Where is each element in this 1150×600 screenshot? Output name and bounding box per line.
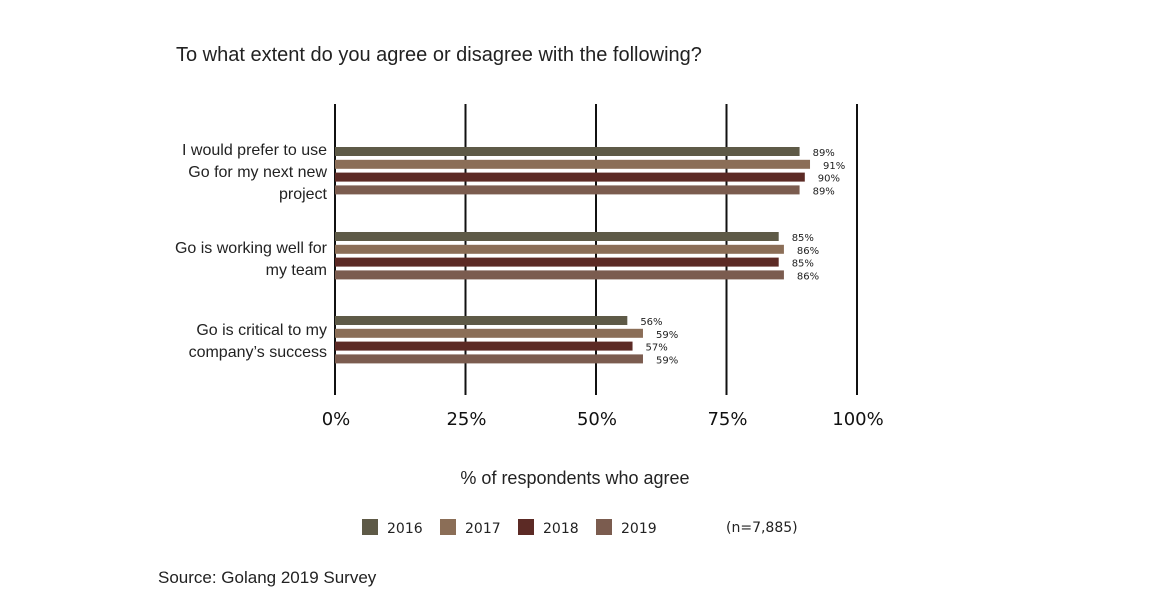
value-label: 89% [813, 148, 835, 159]
legend-label: 2016 [387, 521, 423, 537]
bar [335, 316, 628, 325]
category-label: Go is working well for my team [175, 240, 328, 279]
value-label: 59% [656, 330, 678, 341]
legend: 2016 2017 2018 2019 [362, 519, 657, 537]
x-tick-label: 100% [832, 409, 883, 430]
bars [335, 147, 811, 364]
bar [335, 147, 800, 156]
value-label: 56% [640, 317, 662, 328]
legend-swatch [440, 519, 456, 535]
x-tick-label: 75% [707, 409, 747, 430]
bar [335, 270, 784, 280]
bar [335, 159, 811, 169]
bar [335, 328, 643, 338]
legend-swatch [362, 519, 378, 535]
category-label: I would prefer to use Go for my next new p… [182, 142, 328, 203]
legend-swatch [518, 519, 534, 535]
x-tick-label: 25% [446, 409, 486, 430]
value-label: 57% [646, 343, 668, 354]
legend-label: 2017 [465, 521, 501, 537]
x-tick-label: 0% [322, 409, 351, 430]
legend-label: 2019 [621, 521, 657, 537]
value-label: 85% [792, 259, 814, 270]
value-label: 85% [792, 233, 814, 244]
value-label: 59% [656, 355, 678, 366]
value-label: 86% [797, 271, 819, 282]
bar [335, 172, 805, 182]
value-label: 86% [797, 246, 819, 257]
source-note: Source: Golang 2019 Survey [158, 568, 377, 587]
value-label: 89% [813, 186, 835, 197]
bar [335, 341, 633, 351]
category-label: Go is critical to my company’s success [189, 322, 327, 361]
value-label: 90% [818, 174, 840, 185]
value-labels: 89%91%90%89%85%86%85%86%56%59%57%59% [640, 148, 845, 366]
legend-swatch [596, 519, 612, 535]
bar [335, 244, 784, 254]
chart-title: To what extent do you agree or disagree … [176, 44, 702, 66]
bar [335, 185, 800, 195]
sample-size-note: (n=7,885) [726, 520, 798, 536]
value-label: 91% [823, 161, 845, 172]
x-tick-label: 50% [577, 409, 617, 430]
legend-label: 2018 [543, 521, 579, 537]
category-labels: I would prefer to use Go for my next new p… [175, 142, 328, 361]
bar [335, 232, 779, 241]
x-tick-labels: 0% 25% 50% 75% 100% [322, 409, 884, 430]
bar [335, 257, 779, 267]
bar [335, 354, 643, 364]
x-axis-title: % of respondents who agree [460, 468, 689, 488]
